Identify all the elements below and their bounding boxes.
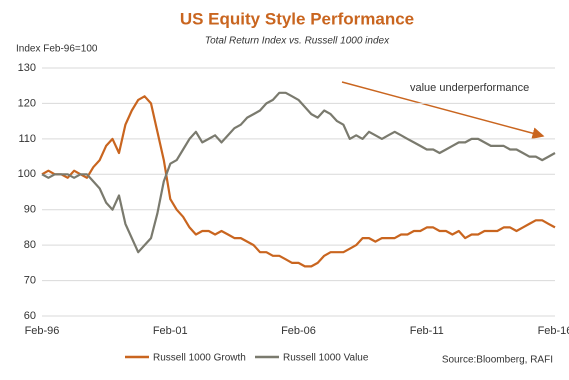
y-tick-label: 60 bbox=[24, 310, 36, 322]
legend-label: Russell 1000 Value bbox=[283, 353, 369, 364]
y-tick-label: 110 bbox=[18, 133, 36, 145]
y-axis-label: Index Feb-96=100 bbox=[16, 44, 98, 55]
x-tick-label: Feb-06 bbox=[281, 325, 316, 337]
x-tick-label: Feb-16 bbox=[538, 325, 569, 337]
source: Source:Bloomberg, RAFI bbox=[442, 355, 553, 366]
series-line bbox=[41, 91, 556, 254]
y-tick-label: 130 bbox=[18, 62, 36, 74]
y-tick-label: 90 bbox=[24, 204, 36, 216]
annotation: value underperformance bbox=[410, 82, 529, 94]
x-tick-label: Feb-11 bbox=[410, 325, 444, 337]
legend-label: Russell 1000 Growth bbox=[153, 353, 246, 364]
chart-subtitle: Total Return Index vs. Russell 1000 inde… bbox=[205, 36, 390, 47]
y-tick-label: 70 bbox=[24, 274, 36, 286]
annotation-arrow bbox=[341, 81, 545, 140]
x-tick-label: Feb-96 bbox=[25, 325, 60, 337]
y-tick-label: 100 bbox=[18, 168, 36, 180]
y-tick-label: 120 bbox=[18, 97, 36, 109]
x-tick-label: Feb-01 bbox=[153, 325, 188, 337]
y-tick-label: 80 bbox=[24, 239, 36, 251]
chart-title: US Equity Style Performance bbox=[180, 9, 414, 28]
series-line bbox=[41, 95, 556, 268]
